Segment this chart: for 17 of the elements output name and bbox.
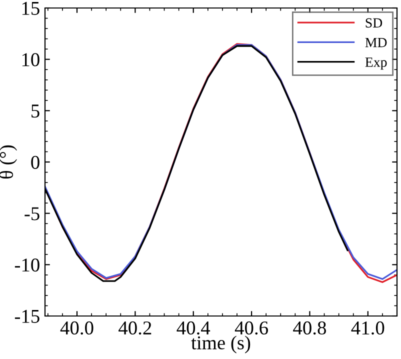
- x-tick-label: 40.6: [234, 321, 268, 335]
- x-tick-label: 40.0: [60, 321, 94, 335]
- y-tick-label: -10: [14, 258, 40, 272]
- y-tick-label: 5: [32, 104, 40, 118]
- y-tick-label: -5: [24, 207, 40, 220]
- y-tick-label: 0: [31, 156, 40, 169]
- y-tick-label: 10: [22, 53, 40, 66]
- x-tick-label: 40.8: [293, 321, 326, 335]
- x-tick-label: 40.2: [118, 321, 152, 335]
- y-tick-label: -15: [14, 310, 40, 323]
- y-tick-label: 15: [22, 2, 40, 15]
- legend-label: MD: [365, 38, 387, 48]
- x-tick-label: 40.4: [176, 321, 210, 335]
- x-tick-label: 41.0: [351, 321, 384, 335]
- x-axis-title: time (s): [191, 336, 250, 354]
- legend-label: Exp: [365, 58, 387, 70]
- legend-label: SD: [366, 18, 382, 28]
